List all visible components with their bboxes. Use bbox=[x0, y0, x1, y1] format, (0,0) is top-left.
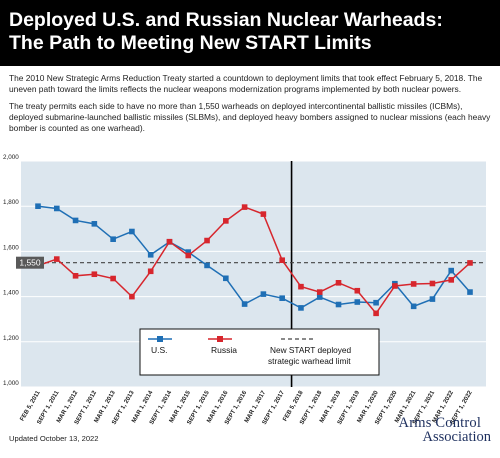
legend-us-marker bbox=[157, 336, 163, 342]
russia-point bbox=[448, 277, 455, 283]
legend-russia-marker bbox=[217, 336, 223, 342]
russia-point bbox=[129, 293, 135, 300]
legend-limit-label-1: New START deployed bbox=[270, 345, 352, 355]
russia-point bbox=[53, 256, 60, 262]
russia-point bbox=[392, 283, 398, 289]
us-point bbox=[72, 217, 79, 224]
us-point bbox=[410, 303, 417, 310]
page-title: Deployed U.S. and Russian Nuclear Warhea… bbox=[9, 9, 494, 55]
us-point bbox=[204, 262, 210, 269]
russia-point bbox=[279, 257, 285, 264]
us-point bbox=[241, 301, 248, 307]
russia-series-line bbox=[37, 206, 471, 315]
russia-point bbox=[166, 238, 173, 245]
gridlines bbox=[21, 160, 486, 388]
series-lines bbox=[35, 203, 486, 317]
russia-point bbox=[241, 204, 248, 210]
y-tick-label: 2,000 bbox=[3, 154, 19, 161]
logo-line-2: Association bbox=[422, 429, 491, 445]
us-point bbox=[467, 289, 473, 295]
russia-point bbox=[429, 280, 436, 287]
us-point bbox=[91, 221, 98, 227]
russia-point bbox=[72, 273, 79, 279]
legend: U.S. Russia New START deployed strategic… bbox=[139, 328, 380, 376]
russia-point bbox=[260, 211, 267, 217]
y-tick-label: 1,000 bbox=[3, 380, 19, 387]
title-line-1: Deployed U.S. and Russian Nuclear Warhea… bbox=[9, 9, 443, 31]
us-point bbox=[147, 251, 154, 258]
russia-point bbox=[467, 260, 473, 266]
us-point bbox=[53, 205, 60, 212]
russia-point bbox=[316, 289, 323, 295]
limit-label-box bbox=[16, 256, 44, 269]
us-point bbox=[316, 294, 323, 300]
arms-control-association-logo: Arms Control Association bbox=[398, 415, 491, 445]
russia-point bbox=[204, 237, 210, 244]
us-point bbox=[335, 301, 342, 308]
logo-line-1: Arms Control bbox=[398, 415, 482, 431]
legend-limit-label-2: strategic warhead limit bbox=[268, 356, 351, 366]
russia-point bbox=[335, 280, 342, 286]
y-tick-label: 1,600 bbox=[3, 244, 19, 251]
limit-label-text: 1,550 bbox=[19, 258, 41, 268]
us-point bbox=[298, 305, 304, 311]
us-point bbox=[129, 228, 135, 235]
russia-point bbox=[298, 283, 304, 290]
russia-point bbox=[354, 287, 361, 294]
us-point bbox=[110, 236, 116, 242]
us-point bbox=[260, 291, 267, 297]
us-point bbox=[185, 249, 192, 255]
russia-point bbox=[110, 275, 116, 282]
us-point bbox=[373, 299, 379, 306]
y-axis-ticks: 2,000 1,800 1,600 1,400 1,200 1,000 bbox=[3, 154, 19, 387]
russia-point bbox=[185, 252, 192, 259]
us-series-line bbox=[37, 205, 471, 309]
title-banner: Deployed U.S. and Russian Nuclear Warhea… bbox=[0, 0, 500, 66]
us-point bbox=[429, 296, 436, 302]
limit-value-label: 1,550 bbox=[16, 256, 44, 269]
russia-point bbox=[373, 310, 379, 317]
y-tick-label: 1,400 bbox=[3, 290, 19, 297]
us-point bbox=[279, 295, 285, 301]
y-tick-label: 1,200 bbox=[3, 335, 19, 342]
us-point bbox=[223, 275, 229, 282]
legend-us-label: U.S. bbox=[151, 345, 168, 355]
intro-paragraph-2: The treaty permits each side to have no … bbox=[9, 101, 491, 133]
title-line-2: The Path to Meeting New START Limits bbox=[9, 32, 372, 54]
legend-russia-label: Russia bbox=[211, 345, 237, 355]
us-point bbox=[354, 299, 361, 305]
legend-box bbox=[139, 328, 380, 376]
russia-point bbox=[223, 218, 229, 224]
russia-point bbox=[147, 268, 154, 275]
y-tick-label: 1,800 bbox=[3, 199, 19, 206]
intro-paragraph-1: The 2010 New Strategic Arms Reduction Tr… bbox=[9, 73, 483, 94]
us-point bbox=[448, 267, 455, 274]
us-point bbox=[35, 203, 41, 209]
updated-note: Updated October 13, 2022 bbox=[9, 434, 99, 443]
russia-point bbox=[91, 271, 98, 278]
russia-point bbox=[410, 281, 417, 287]
